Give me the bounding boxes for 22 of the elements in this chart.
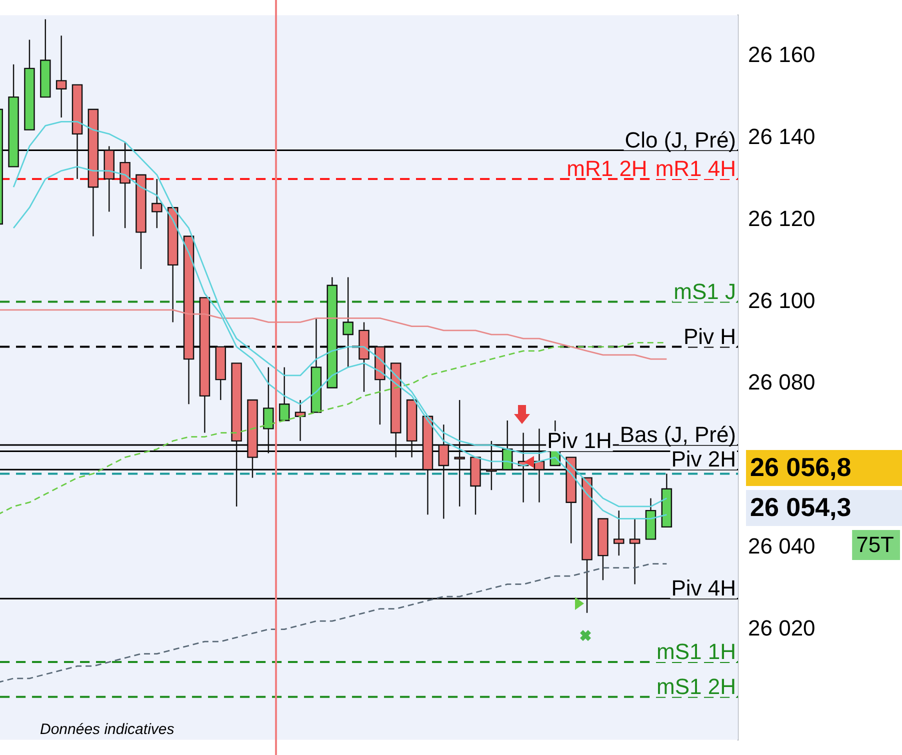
y-tick-label: 26 140 <box>748 124 816 150</box>
annotation: Données indicatives <box>40 720 175 738</box>
ref-line-label: Piv 1H <box>547 428 612 454</box>
ref-line-label: mS1 2H <box>656 674 736 699</box>
annotation: mR1 2H <box>566 156 648 181</box>
text: 26 056,8 <box>750 452 852 482</box>
ref-line-label: Piv H <box>683 324 736 349</box>
y-tick-label: 26 160 <box>748 42 816 68</box>
ref-line-label: Piv 2H <box>671 446 736 472</box>
ref-line-label: Piv 4H <box>671 576 736 601</box>
y-tick-label: 26 100 <box>748 288 816 313</box>
ref-line-label: Bas (J, Pré) <box>620 422 736 448</box>
ref-line-label: mS1 J <box>674 278 736 304</box>
ref-line-label: mS1 1H <box>656 639 736 664</box>
y-tick-label: 26 040 <box>748 533 816 558</box>
ref-line-label: Clo (J, Pré) <box>624 127 736 152</box>
y-tick-label: 26 020 <box>748 615 816 640</box>
text: 26 054,3 <box>750 492 852 522</box>
ref-line-label: mR1 4H <box>655 156 736 181</box>
y-tick-label: 26 120 <box>748 206 816 231</box>
text: 75T <box>856 532 894 558</box>
y-tick-label: 26 080 <box>748 370 816 395</box>
